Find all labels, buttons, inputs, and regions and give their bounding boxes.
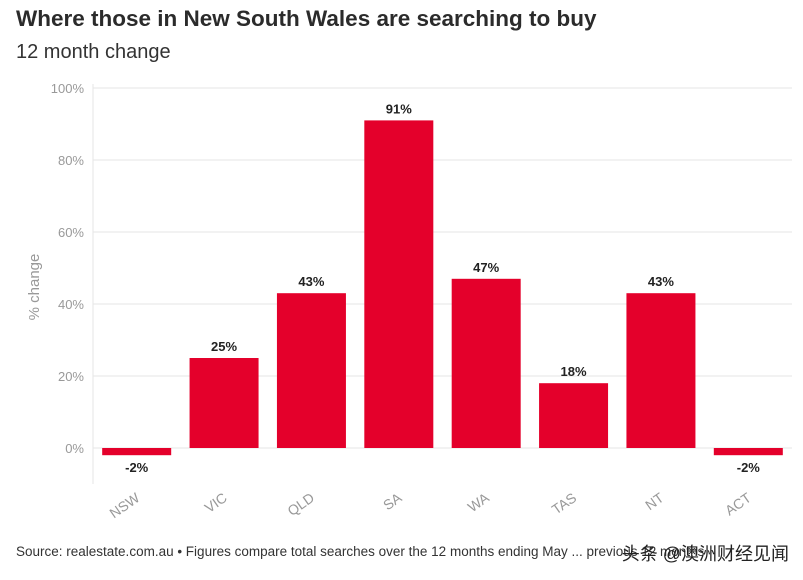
- bar-wa: [451, 278, 521, 448]
- y-tick-label: 20%: [58, 369, 84, 384]
- y-tick-label: 80%: [58, 153, 84, 168]
- watermark: 头条 @澳洲财经见闻: [621, 544, 789, 564]
- x-tick-label: QLD: [284, 489, 317, 519]
- data-label: 91%: [386, 101, 412, 116]
- x-axis-ticks: NSW VIC QLD SA WA TAS NT ACT: [106, 489, 754, 521]
- bar-sa: [364, 120, 434, 449]
- data-label: 18%: [561, 364, 587, 379]
- x-tick-label: TAS: [549, 489, 580, 517]
- bar-nt: [626, 293, 696, 448]
- data-label: 25%: [211, 339, 237, 354]
- data-label: -2%: [125, 460, 149, 475]
- x-tick-label: NSW: [106, 489, 143, 521]
- y-axis-ticks: 0% 20% 40% 60% 80% 100%: [51, 81, 85, 456]
- x-tick-label: NT: [642, 489, 667, 513]
- data-label: 47%: [473, 260, 499, 275]
- data-label: 43%: [648, 274, 674, 289]
- source-note: Source: realestate.com.au • Figures comp…: [16, 544, 705, 559]
- bar-nsw: [102, 448, 172, 456]
- x-tick-label: VIC: [201, 489, 229, 515]
- y-tick-label: 100%: [51, 81, 85, 96]
- x-tick-label: ACT: [722, 489, 754, 518]
- bar-tas: [539, 383, 609, 448]
- bar-vic: [189, 358, 259, 448]
- data-label: -2%: [737, 460, 761, 475]
- y-tick-label: 0%: [65, 441, 84, 456]
- chart-title: Where those in New South Wales are searc…: [16, 6, 597, 31]
- bar-qld: [276, 293, 346, 448]
- bar-chart: 0% 20% 40% 60% 80% 100% -2% 25% 43% 91% 47% 18% 43%…: [26, 81, 792, 521]
- data-labels: -2% 25% 43% 91% 47% 18% 43% -2%: [125, 101, 760, 475]
- x-tick-label: WA: [465, 489, 493, 515]
- bar-act: [713, 448, 783, 456]
- y-axis-label: % change: [26, 254, 43, 321]
- chart-subtitle: 12 month change: [16, 41, 171, 63]
- data-label: 43%: [298, 274, 324, 289]
- x-tick-label: SA: [380, 489, 405, 513]
- y-tick-label: 60%: [58, 225, 84, 240]
- bars: [102, 120, 783, 456]
- y-tick-label: 40%: [58, 297, 84, 312]
